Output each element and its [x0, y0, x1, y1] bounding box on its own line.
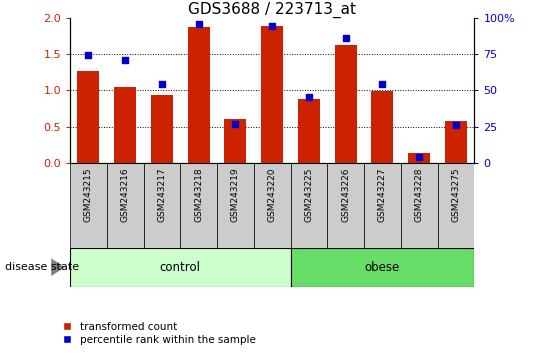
Bar [371, 91, 393, 163]
Bar [445, 121, 467, 163]
Bar [401, 163, 438, 248]
Text: GSM243220: GSM243220 [268, 167, 277, 222]
Bar [217, 163, 254, 248]
Bar [291, 163, 327, 248]
Bar [291, 248, 474, 287]
Bar [143, 163, 181, 248]
Text: GSM243219: GSM243219 [231, 167, 240, 222]
Bar [181, 163, 217, 248]
Bar [70, 248, 291, 287]
Bar [298, 99, 320, 163]
Point [341, 35, 350, 41]
Text: GSM243227: GSM243227 [378, 167, 387, 222]
Point [268, 24, 277, 29]
Text: GSM243217: GSM243217 [157, 167, 167, 222]
Bar [254, 163, 291, 248]
Point [452, 122, 460, 128]
Bar [107, 163, 143, 248]
Text: control: control [160, 261, 201, 274]
Bar [364, 163, 401, 248]
Bar [261, 27, 283, 163]
Bar [408, 153, 430, 163]
Text: GSM243226: GSM243226 [341, 167, 350, 222]
Point [231, 121, 240, 127]
Bar [327, 163, 364, 248]
Bar [438, 163, 474, 248]
Text: GSM243216: GSM243216 [121, 167, 130, 222]
Bar [114, 87, 136, 163]
Text: GSM243215: GSM243215 [84, 167, 93, 222]
Bar [78, 71, 100, 163]
Point [378, 81, 387, 87]
Text: disease state: disease state [5, 262, 80, 272]
Point [157, 81, 166, 87]
Text: obese: obese [365, 261, 400, 274]
Text: GSM243228: GSM243228 [414, 167, 424, 222]
Point [415, 154, 424, 160]
Bar [188, 27, 210, 163]
Text: GSM243218: GSM243218 [194, 167, 203, 222]
Point [195, 21, 203, 26]
Text: GSM243275: GSM243275 [452, 167, 460, 222]
Legend: transformed count, percentile rank within the sample: transformed count, percentile rank withi… [59, 317, 260, 349]
Point [305, 94, 313, 99]
Text: GSM243225: GSM243225 [305, 167, 314, 222]
Point [121, 57, 129, 63]
Bar [151, 95, 173, 163]
Bar [224, 119, 246, 163]
Point [84, 53, 93, 58]
Title: GDS3688 / 223713_at: GDS3688 / 223713_at [188, 1, 356, 18]
Bar [70, 163, 107, 248]
Bar [335, 45, 357, 163]
